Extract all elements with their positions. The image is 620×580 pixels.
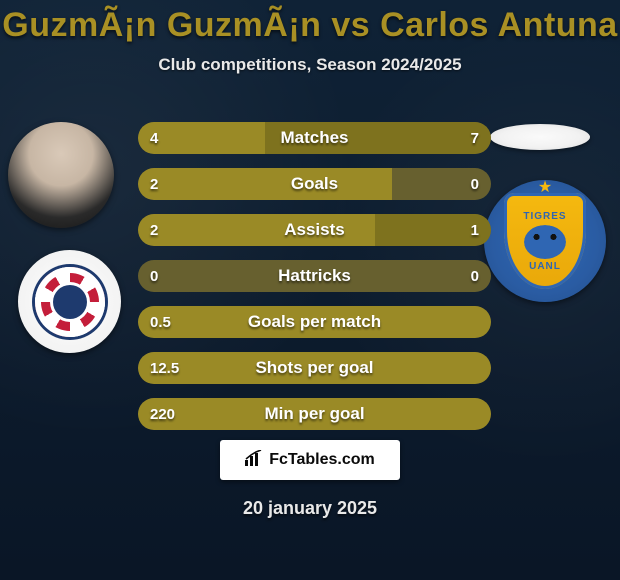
stat-value-left: 0 [150, 268, 158, 285]
page-subtitle: Club competitions, Season 2024/2025 [0, 55, 620, 75]
stat-value-right: 0 [471, 268, 479, 285]
bar-fill-full [138, 352, 491, 384]
stat-row: 0 0Hattricks [138, 260, 491, 292]
club-right-crest-icon: TIGRES UANL [504, 193, 586, 289]
stat-value-left: 2 [150, 222, 158, 239]
bar-fill-full [138, 306, 491, 338]
stat-value-left: 0.5 [150, 314, 171, 331]
stat-value-right: 1 [471, 222, 479, 239]
stat-value-left: 4 [150, 130, 158, 147]
player-right-avatar-placeholder [490, 124, 590, 150]
comparison-bars: 47Matches20Goals21Assists00Hattricks0.5G… [138, 122, 491, 444]
stat-row: 12.5Shots per goal [138, 352, 491, 384]
brand-badge: FcTables.com [220, 440, 400, 480]
comparison-card: GuzmÃ¡n GuzmÃ¡n vs Carlos Antuna Club co… [0, 0, 620, 580]
bar-fill-full [138, 398, 491, 430]
stat-value-right: 0 [471, 176, 479, 193]
stat-row: 20Goals [138, 168, 491, 200]
stat-row: 0.5Goals per match [138, 306, 491, 338]
page-title: GuzmÃ¡n GuzmÃ¡n vs Carlos Antuna [0, 0, 620, 45]
club-left-crest-icon [35, 267, 105, 337]
stat-value-right: 7 [471, 130, 479, 147]
club-left-badge [18, 250, 121, 353]
stat-value-left: 220 [150, 406, 175, 423]
club-right-badge: TIGRES UANL [484, 180, 606, 302]
bars-growth-icon [245, 450, 263, 471]
stat-row: 21Assists [138, 214, 491, 246]
bar-fill-right [265, 122, 491, 154]
stat-label: Hattricks [138, 266, 491, 286]
stat-row: 47Matches [138, 122, 491, 154]
stat-value-left: 12.5 [150, 360, 179, 377]
club-right-crest-top: TIGRES [523, 211, 566, 222]
player-left-avatar [8, 122, 114, 228]
club-right-crest-bottom: UANL [529, 261, 561, 272]
brand-text: FcTables.com [269, 451, 375, 469]
bar-fill-left [138, 214, 375, 246]
footer-date: 20 january 2025 [0, 498, 620, 519]
bar-fill-left [138, 168, 392, 200]
stat-row: 220Min per goal [138, 398, 491, 430]
tiger-face-icon [524, 225, 566, 259]
stat-value-left: 2 [150, 176, 158, 193]
